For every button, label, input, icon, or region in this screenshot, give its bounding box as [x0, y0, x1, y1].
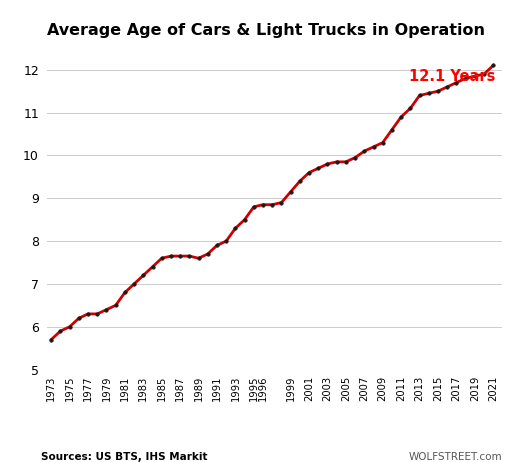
- Text: 12.1 Years: 12.1 Years: [409, 69, 496, 84]
- Text: WOLFSTREET.com: WOLFSTREET.com: [409, 452, 502, 462]
- Text: Sources: US BTS, IHS Markit: Sources: US BTS, IHS Markit: [41, 452, 208, 462]
- Text: Average Age of Cars & Light Trucks in Operation: Average Age of Cars & Light Trucks in Op…: [47, 23, 485, 38]
